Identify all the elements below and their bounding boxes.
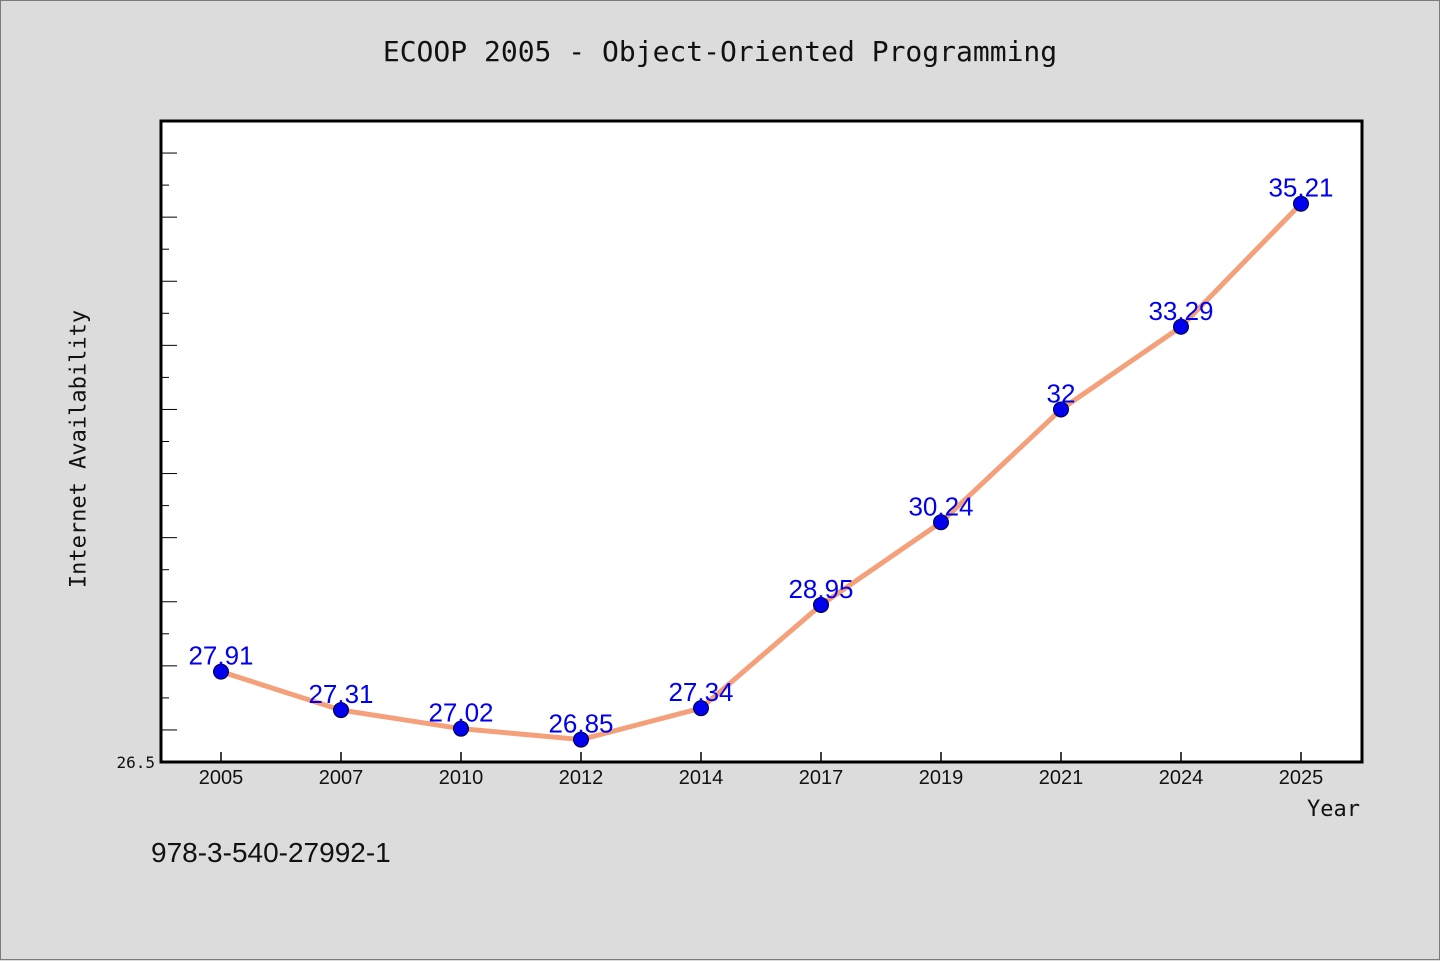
data-label: 27.31 xyxy=(308,679,373,709)
plot-area xyxy=(159,119,1364,764)
series-line xyxy=(218,201,1304,743)
data-label: 33.29 xyxy=(1148,296,1213,326)
data-point xyxy=(933,514,949,531)
data-label: 26.85 xyxy=(548,709,613,739)
x-tick-label: 2012 xyxy=(559,767,604,789)
data-label: 27.91 xyxy=(188,641,253,671)
data-label: 35.21 xyxy=(1268,173,1333,203)
data-label: 30.24 xyxy=(908,491,973,521)
y-tick-label: 26.5 xyxy=(116,753,155,772)
x-axis-label: Year xyxy=(1307,797,1360,822)
isbn-text: 978-3-540-27992-1 xyxy=(151,837,391,868)
data-point xyxy=(573,731,589,748)
data-point xyxy=(333,702,349,719)
x-tick-label: 2007 xyxy=(319,767,364,789)
data-point xyxy=(1053,401,1069,418)
x-tick-label: 2014 xyxy=(679,767,724,789)
data-point xyxy=(213,663,229,680)
data-label: 27.34 xyxy=(668,677,733,707)
data-point xyxy=(1293,195,1309,212)
data-point xyxy=(1173,318,1189,335)
data-label: 28.95 xyxy=(788,574,853,604)
data-point xyxy=(453,720,469,737)
x-tick-label: 2019 xyxy=(919,767,964,789)
x-tick-label: 2024 xyxy=(1159,767,1204,789)
x-tick-label: 2021 xyxy=(1039,767,1084,789)
data-point xyxy=(693,700,709,717)
x-tick-label: 2017 xyxy=(799,767,844,789)
data-label: 27.02 xyxy=(428,698,493,728)
x-tick-label: 2005 xyxy=(199,767,244,789)
data-label: 32 xyxy=(1047,378,1076,408)
x-tick-label: 2025 xyxy=(1279,767,1324,789)
data-point xyxy=(813,596,829,613)
x-tick-label: 2010 xyxy=(439,767,484,789)
chart-title: ECOOP 2005 - Object-Oriented Programming xyxy=(382,35,1058,68)
